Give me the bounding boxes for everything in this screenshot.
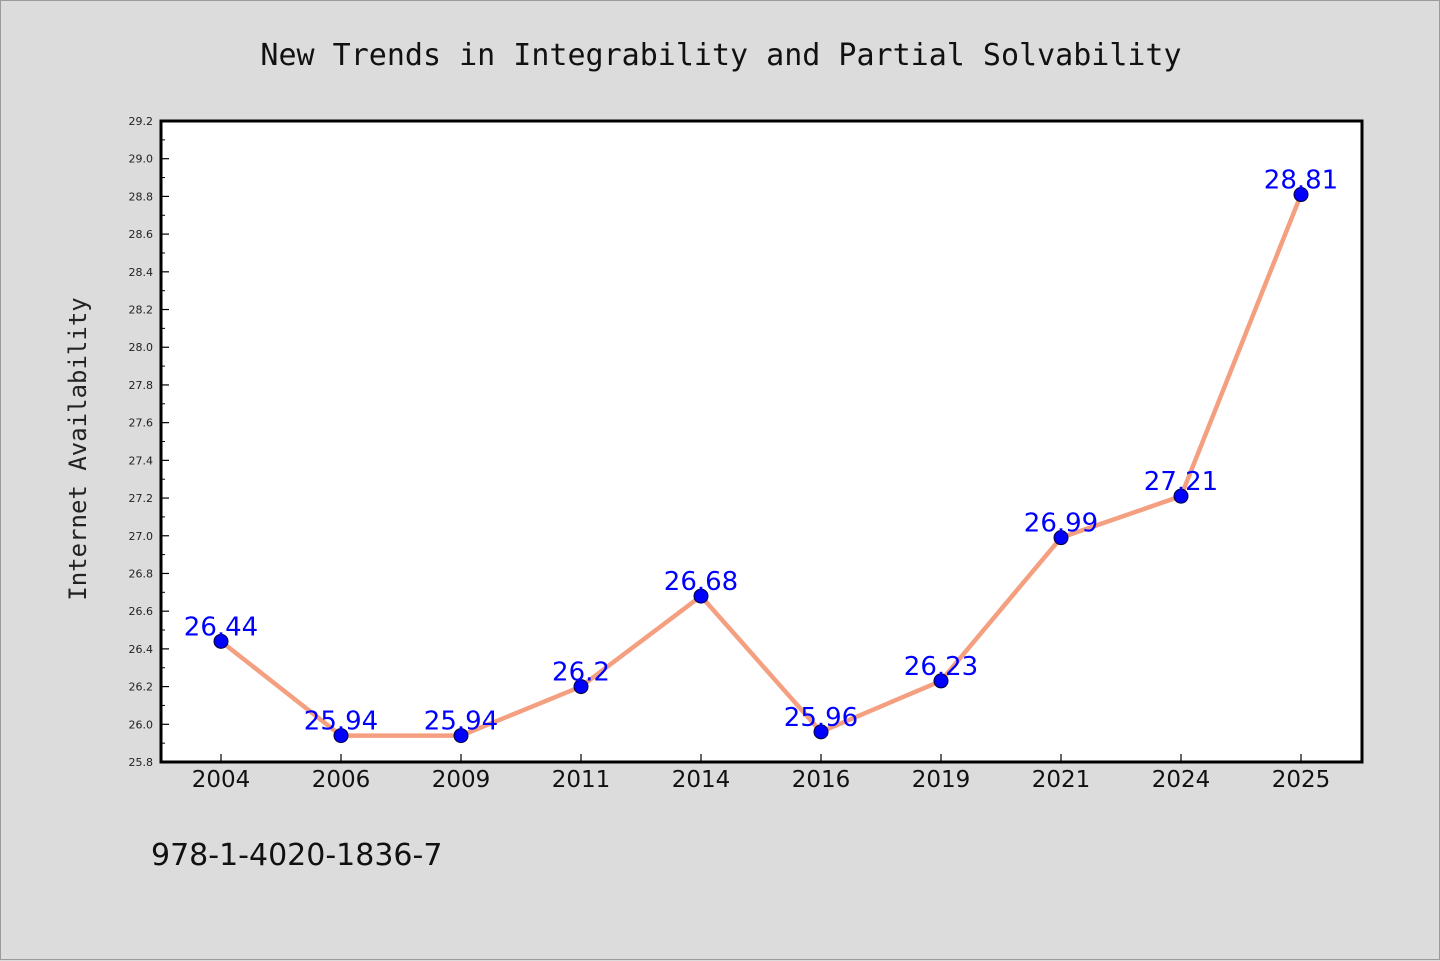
y-tick-label: 28.0	[129, 341, 154, 354]
data-label: 25.94	[304, 707, 378, 737]
data-point	[933, 673, 949, 689]
y-tick-label: 27.4	[129, 454, 154, 467]
y-tick-label: 29.0	[129, 153, 154, 166]
y-tick-label: 27.8	[129, 379, 154, 392]
data-label: 26.2	[552, 658, 610, 688]
x-tick-label: 2016	[792, 767, 851, 793]
data-label: 26.99	[1024, 509, 1098, 539]
x-tick-label: 2014	[672, 767, 731, 793]
y-tick-label: 27.0	[129, 530, 154, 543]
chart-title: New Trends in Integrability and Partial …	[260, 38, 1181, 73]
y-tick-label: 26.6	[129, 605, 154, 618]
y-tick-label: 28.4	[129, 266, 154, 279]
x-tick-label: 2004	[192, 767, 251, 793]
y-tick-label: 27.2	[129, 492, 154, 505]
x-tick-label: 2025	[1272, 767, 1331, 793]
x-tick-label: 2021	[1032, 767, 1091, 793]
y-tick-label: 26.8	[129, 567, 154, 580]
data-point	[213, 633, 229, 649]
data-label: 25.94	[424, 707, 498, 737]
isbn-footer: 978-1-4020-1836-7	[151, 838, 442, 873]
y-tick-label: 28.8	[129, 190, 154, 203]
x-tick-label: 2009	[432, 767, 491, 793]
y-tick-label: 28.6	[129, 228, 154, 241]
y-tick-label: 27.6	[129, 417, 154, 430]
data-label: 27.21	[1144, 467, 1218, 497]
data-point	[453, 728, 469, 744]
y-axis-ticks: 25.8 26.0 26.2 26.4 26.6 26.8 27.0 27.2 27.4 27.6…	[129, 115, 169, 769]
y-tick-label: 25.8	[129, 756, 154, 769]
data-point	[1173, 488, 1189, 504]
series-line	[218, 192, 1304, 738]
y-tick-label: 26.4	[129, 643, 154, 656]
data-point	[573, 679, 589, 695]
data-label: 26.23	[904, 652, 978, 682]
y-axis-label: Internet Availability	[64, 297, 92, 600]
x-tick-label: 2024	[1152, 767, 1211, 793]
plot-area	[159, 119, 1364, 764]
data-point	[1293, 187, 1309, 203]
data-label: 26.68	[664, 567, 738, 597]
data-point	[813, 724, 829, 740]
y-tick-label: 26.2	[129, 681, 154, 694]
data-label: 25.96	[784, 703, 858, 733]
x-tick-label: 2011	[552, 767, 611, 793]
y-tick-label: 28.2	[129, 304, 154, 317]
y-tick-label: 26.0	[129, 718, 154, 731]
data-points	[213, 187, 1309, 744]
data-label: 26.44	[184, 612, 258, 642]
data-label: 28.81	[1264, 166, 1338, 196]
series-line-group	[218, 192, 1304, 738]
y-tick-label: 29.2	[129, 115, 154, 128]
data-point	[333, 728, 349, 744]
data-labels: 26.44 25.94 25.94 26.2 26.68 25.96 26.23 26.99 2…	[184, 166, 1338, 737]
x-tick-label: 2006	[312, 767, 371, 793]
data-point	[693, 588, 709, 604]
data-point	[1053, 530, 1069, 546]
x-tick-label: 2019	[912, 767, 971, 793]
x-axis-ticks: 2004 2006 2009 2011 2014 2016 2019 2021 2024 2025	[192, 754, 1331, 793]
